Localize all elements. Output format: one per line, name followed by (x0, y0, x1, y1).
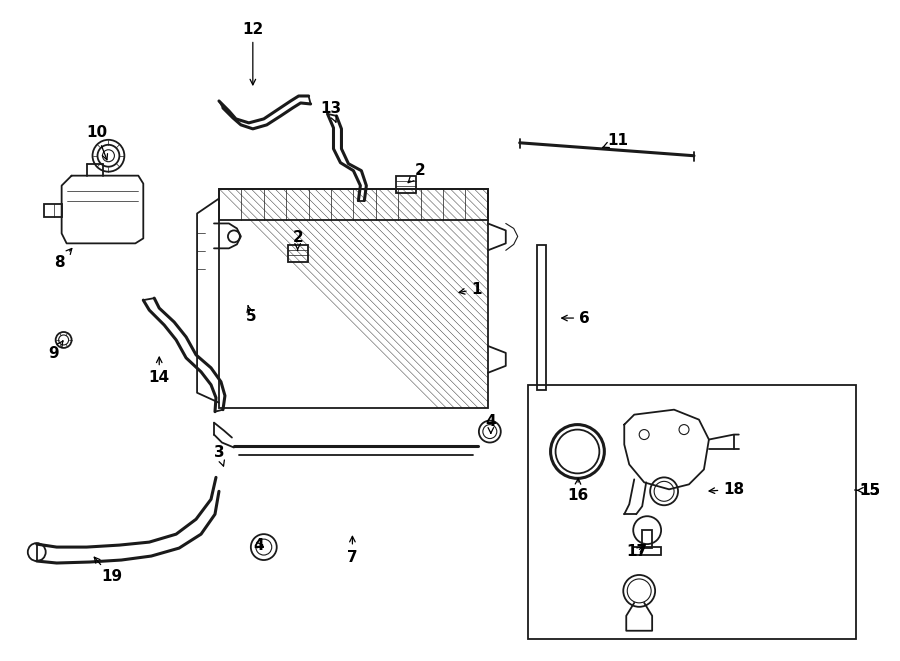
Text: 11: 11 (602, 134, 629, 148)
Text: 15: 15 (860, 483, 881, 498)
Text: 13: 13 (320, 101, 341, 122)
Text: 12: 12 (242, 22, 264, 85)
Bar (396, 176, 416, 192)
Bar (219, 188, 488, 408)
Bar (219, 188, 488, 221)
Text: 19: 19 (94, 557, 122, 584)
Bar (634, 547, 661, 555)
Text: 3: 3 (213, 445, 224, 466)
Text: 5: 5 (246, 305, 256, 324)
Text: 18: 18 (709, 482, 744, 497)
Text: 17: 17 (626, 543, 648, 559)
Text: 6: 6 (562, 311, 590, 326)
Text: 4: 4 (485, 414, 496, 433)
Bar (536, 245, 545, 390)
Bar (44, 204, 61, 217)
Text: 15: 15 (857, 483, 881, 498)
Text: 10: 10 (86, 126, 107, 160)
Text: 16: 16 (567, 479, 588, 503)
Text: 2: 2 (292, 230, 303, 251)
Bar (527, 385, 856, 639)
Text: 7: 7 (347, 536, 357, 564)
Bar (288, 245, 308, 262)
Text: 4: 4 (254, 537, 264, 553)
Text: 8: 8 (54, 249, 72, 270)
Text: 9: 9 (49, 341, 63, 362)
Text: 14: 14 (148, 357, 170, 385)
Text: 2: 2 (408, 163, 426, 182)
Text: 1: 1 (459, 282, 482, 297)
Bar (643, 530, 652, 548)
